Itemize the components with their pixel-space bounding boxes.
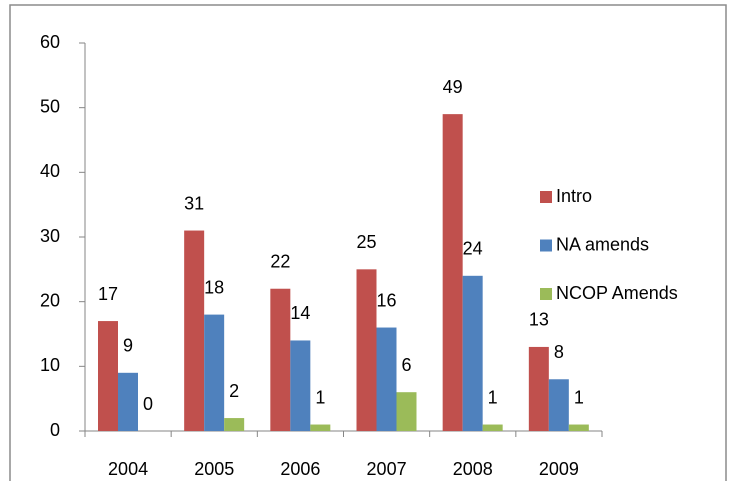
x-tick-label: 2006: [280, 459, 320, 479]
bar: [270, 288, 291, 431]
y-tick-label: 0: [50, 420, 60, 440]
data-label: 9: [123, 336, 133, 356]
x-tick-label: 2008: [453, 459, 493, 479]
data-label: 0: [143, 394, 153, 414]
legend-swatch: [540, 239, 552, 252]
data-label: 49: [443, 77, 463, 97]
data-label: 6: [401, 355, 411, 375]
y-tick-label: 60: [40, 32, 60, 52]
y-tick-label: 40: [40, 161, 60, 181]
legend-label: Intro: [556, 186, 592, 206]
data-label: 13: [529, 310, 549, 330]
legend-label: NA amends: [556, 234, 649, 254]
y-tick-label: 50: [40, 96, 60, 116]
bar: [442, 114, 463, 431]
y-tick-label: 10: [40, 355, 60, 375]
data-label: 25: [356, 232, 376, 252]
legend-swatch: [540, 288, 552, 300]
bar: [98, 321, 118, 431]
data-label: 14: [290, 303, 310, 323]
data-label: 18: [204, 277, 224, 297]
bar: [204, 314, 225, 431]
y-tick-label: 20: [40, 290, 60, 310]
legend-label: NCOP Amends: [556, 283, 678, 303]
data-label: 1: [488, 387, 498, 407]
data-label: 24: [463, 239, 483, 259]
bar: [118, 372, 138, 431]
bar: [356, 269, 377, 431]
bar: [482, 424, 503, 431]
bar: [224, 418, 245, 431]
chart-border: [9, 4, 727, 481]
bar: [462, 275, 483, 431]
bar: [290, 340, 311, 431]
bar: [396, 392, 417, 431]
data-label: 8: [554, 342, 564, 362]
data-label: 1: [315, 387, 325, 407]
bar: [376, 327, 397, 431]
data-label: 2: [229, 381, 239, 401]
data-label: 31: [184, 193, 204, 213]
bar: [568, 424, 589, 431]
x-tick-label: 2005: [194, 459, 234, 479]
x-tick-label: 2007: [367, 459, 407, 479]
data-label: 22: [270, 251, 290, 271]
data-label: 17: [98, 284, 118, 304]
bar: [184, 230, 205, 431]
x-tick-label: 2004: [108, 459, 148, 479]
bar: [548, 379, 569, 431]
bar: [528, 346, 549, 431]
legend-swatch: [540, 191, 552, 203]
y-tick-label: 30: [40, 226, 60, 246]
data-label: 1: [574, 387, 584, 407]
data-label: 16: [376, 290, 396, 310]
x-tick-label: 2009: [539, 459, 579, 479]
bar: [310, 424, 331, 431]
